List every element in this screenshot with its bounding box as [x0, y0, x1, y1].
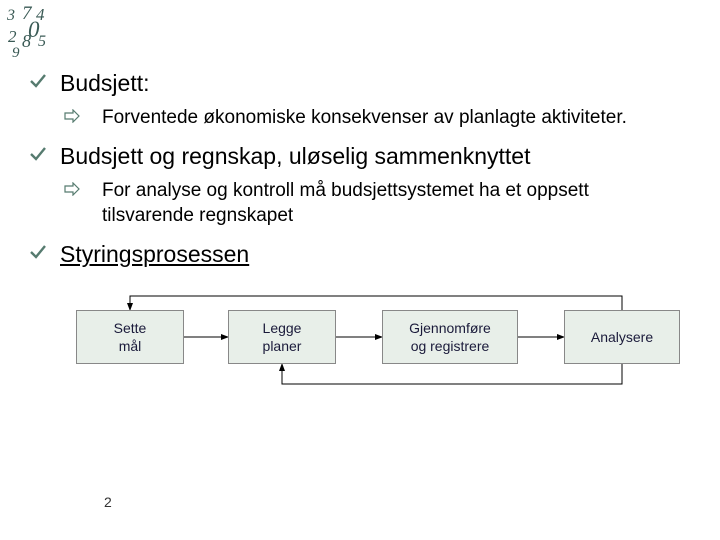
logo-digit: 9 [12, 46, 20, 61]
flow-box-label: Analysere [591, 328, 653, 346]
process-flow: Settemål Leggeplaner Gjennomføreog registr… [76, 292, 702, 432]
check-icon [28, 239, 60, 268]
bullet-l1-text: Budsjett: [60, 68, 150, 99]
flow-box-label: Leggeplaner [263, 319, 302, 355]
flow-box-label: Gjennomføreog registrere [409, 319, 491, 355]
bullet-l2-text: For analyse og kontroll må budsjettsyste… [102, 178, 702, 229]
check-icon [28, 68, 60, 97]
logo-digit: 8 [22, 32, 31, 50]
bullet-l1-text: Styringsprosessen [60, 239, 249, 270]
arrow-icon [64, 178, 102, 200]
flow-box-label: Settemål [114, 319, 147, 355]
flow-box: Analysere [564, 310, 680, 364]
slide-content: Budsjett: Forventede økonomiske konsekven… [28, 68, 702, 432]
bullet-l1-text: Budsjett og regnskap, uløselig sammenkny… [60, 141, 530, 172]
bullet-l2: For analyse og kontroll må budsjettsyste… [64, 178, 702, 229]
logo-digit: 5 [38, 34, 46, 50]
logo-digit: 3 [7, 8, 15, 24]
logo-digit: 2 [8, 28, 17, 45]
numbers-logo: 37402859 [6, 4, 64, 62]
flow-box: Leggeplaner [228, 310, 336, 364]
bullet-l1: Budsjett: [28, 68, 702, 99]
flow-arrow [130, 296, 622, 310]
bullet-l1: Budsjett og regnskap, uløselig sammenkny… [28, 141, 702, 172]
flow-box: Gjennomføreog registrere [382, 310, 518, 364]
flow-box: Settemål [76, 310, 184, 364]
check-icon [28, 141, 60, 170]
arrow-icon [64, 105, 102, 127]
bullet-l1: Styringsprosessen [28, 239, 702, 270]
flow-arrow [282, 364, 622, 384]
page-number: 2 [104, 494, 112, 510]
bullet-l2-text: Forventede økonomiske konsekvenser av pl… [102, 105, 647, 131]
bullet-l2: Forventede økonomiske konsekvenser av pl… [64, 105, 702, 131]
